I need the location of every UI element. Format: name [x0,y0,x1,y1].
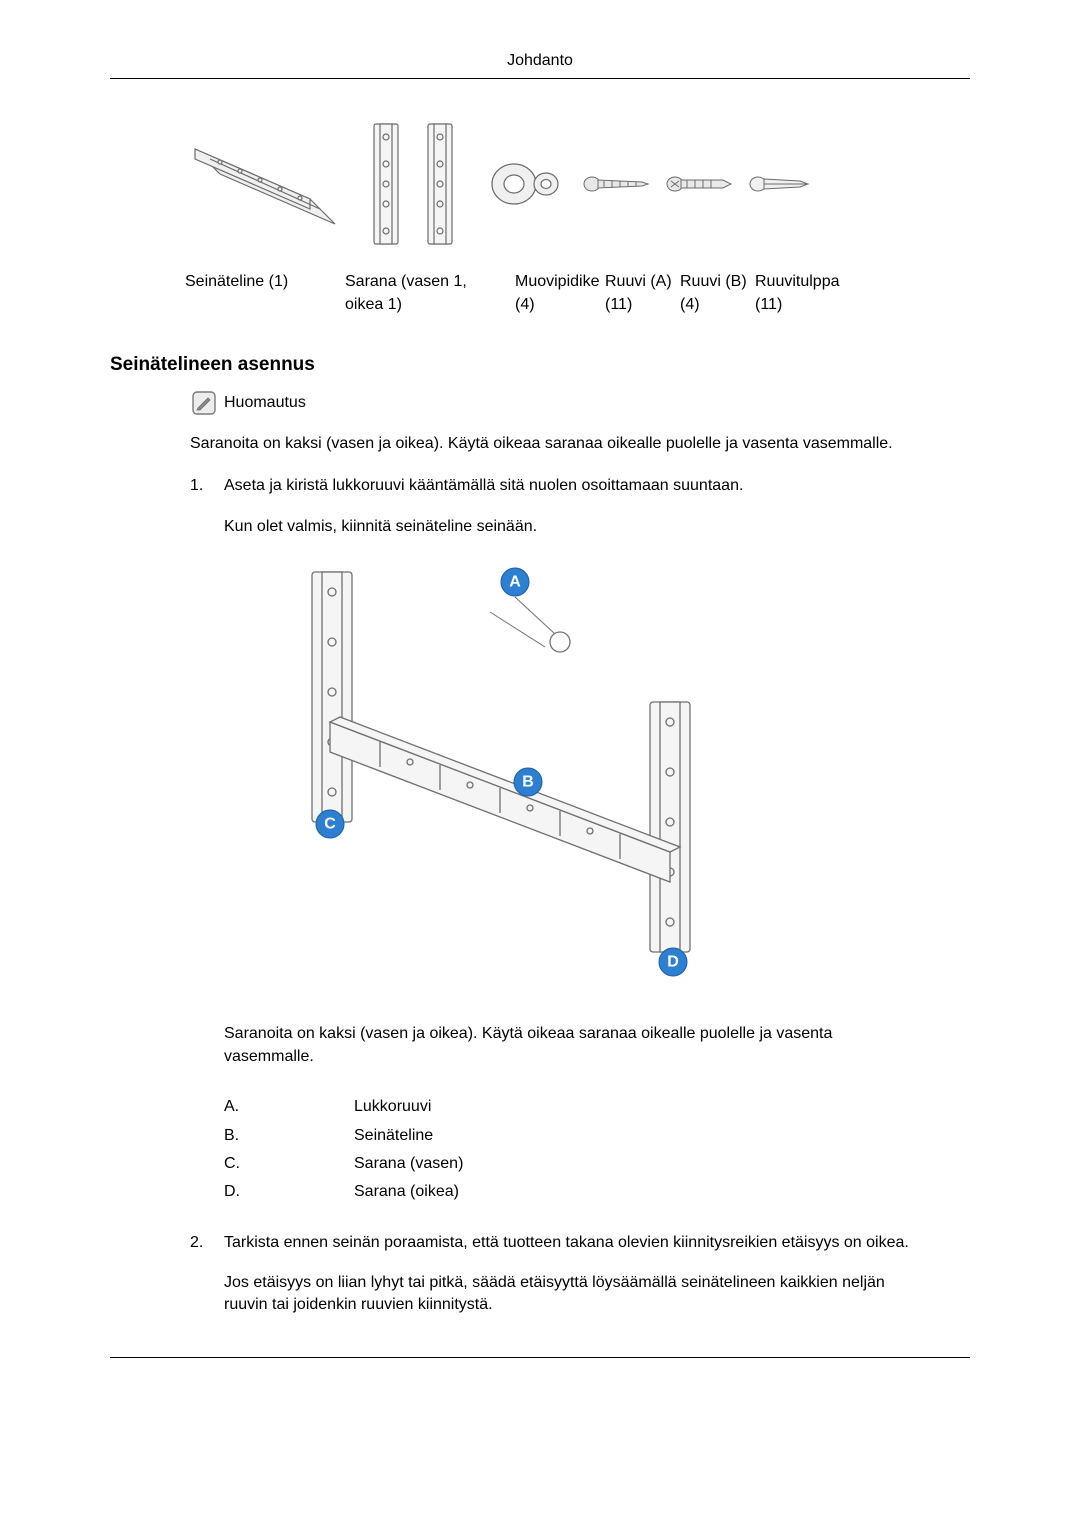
legend-key: C. [224,1153,354,1175]
part-icon-hinges [353,119,473,249]
part-icon-screw-a [579,167,654,202]
section-title: Seinätelineen asennus [110,352,970,379]
diagram-callout-A: A [501,568,529,596]
svg-text:D: D [667,953,679,970]
legend-value: Sarana (vasen) [354,1153,463,1175]
legend-row: C. Sarana (vasen) [224,1153,970,1175]
diagram-hinge-left [312,572,352,822]
step-2: 2. Tarkista ennen seinän poraamista, ett… [190,1232,930,1254]
step-text: Aseta ja kiristä lukkoruuvi kääntämällä … [224,475,930,497]
legend-row: B. Seinäteline [224,1125,970,1147]
step-number: 2. [190,1232,224,1254]
plastic-holder-icon [486,159,566,209]
diagram-lock-screw [490,597,570,652]
diagram-callout-C: C [316,810,344,838]
legend-key: B. [224,1125,354,1147]
step-1-after-diagram: Saranoita on kaksi (vasen ja oikea). Käy… [224,1023,924,1068]
part-icon-plastic-holder [481,159,571,209]
wall-bracket-icon [190,129,340,239]
diagram-legend: A. Lukkoruuvi B. Seinäteline C. Sarana (… [224,1096,970,1204]
legend-value: Seinäteline [354,1125,433,1147]
part-label: Sarana (vasen 1, oikea 1) [345,271,515,316]
svg-text:B: B [522,773,534,790]
hinge-right-icon [420,119,460,249]
diagram-hinge-right [650,702,690,952]
screw-b-icon [665,167,735,202]
diagram-callout-B: B [514,768,542,796]
assembly-diagram-svg: A B C D [270,552,740,992]
wall-plug-icon [748,169,813,199]
step-2-subtext: Jos etäisyys on liian lyhyt tai pitkä, s… [224,1272,924,1317]
legend-key: D. [224,1181,354,1203]
part-label: Seinäteline (1) [185,271,345,316]
part-icon-wall-bracket [185,129,345,239]
parts-labels-row: Seinäteline (1) Sarana (vasen 1, oikea 1… [185,271,970,316]
hinge-left-icon [366,119,406,249]
svg-text:A: A [509,573,521,590]
note-line: Huomautus [190,389,970,417]
legend-key: A. [224,1096,354,1118]
diagram-callout-D: D [659,948,687,976]
intro-text: Saranoita on kaksi (vasen ja oikea). Käy… [190,433,910,455]
diagram-wall-bracket [330,717,680,882]
step-1-subtext: Kun olet valmis, kiinnitä seinäteline se… [224,516,924,538]
part-icon-wall-plug [745,169,815,199]
legend-value: Sarana (oikea) [354,1181,459,1203]
part-icon-screw-b [662,167,737,202]
page-footer-rule [110,1357,970,1358]
part-label: Ruuvitulppa (11) [755,271,825,316]
step-number: 1. [190,475,224,497]
legend-row: A. Lukkoruuvi [224,1096,970,1118]
parts-icons-row [185,119,970,249]
page-header: Johdanto [110,50,970,79]
screw-a-icon [582,167,652,202]
svg-text:C: C [324,815,336,832]
step-1: 1. Aseta ja kiristä lukkoruuvi kääntämäl… [190,475,930,497]
legend-row: D. Sarana (oikea) [224,1181,970,1203]
part-label: Ruuvi (A)(11) [605,271,680,316]
part-label: Ruuvi (B)(4) [680,271,755,316]
note-label: Huomautus [224,392,306,414]
page-header-title: Johdanto [507,52,573,69]
legend-value: Lukkoruuvi [354,1096,431,1118]
step-text: Tarkista ennen seinän poraamista, että t… [224,1232,930,1254]
assembly-diagram: A B C D [270,552,970,999]
note-icon [190,389,218,417]
part-label: Muovipidike (4) [515,271,605,316]
